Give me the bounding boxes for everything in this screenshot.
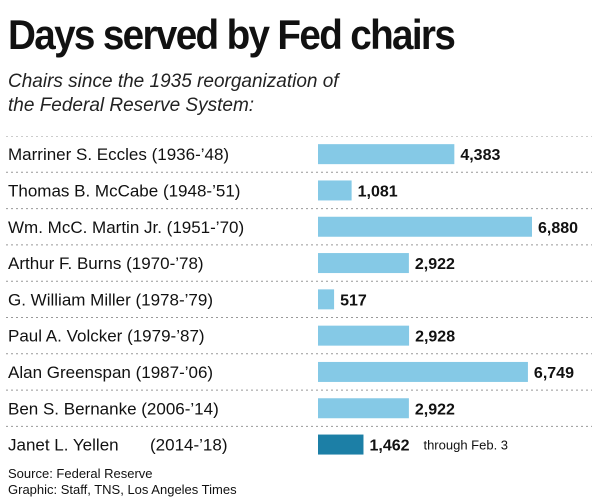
bar [318, 216, 532, 237]
subtitle-line-1: Chairs since the 1935 reorganization of [8, 71, 339, 92]
chart-title: Days served by Fed chairs [8, 11, 456, 58]
value-label: 6,880 [538, 220, 578, 237]
value-label: 2,922 [415, 401, 455, 418]
category-label: Janet L. Yellen [8, 436, 119, 455]
bar [318, 289, 335, 310]
category-label: G. William Miller (1978-’79) [8, 290, 213, 309]
category-label: Thomas B. McCabe (1948-’51) [8, 181, 240, 200]
bar [318, 144, 455, 165]
bar-chart: Marriner S. Eccles (1936-’48) 4,383 Thomas… [6, 136, 592, 455]
value-note: through Feb. 3 [423, 438, 508, 453]
category-label: Marriner S. Eccles (1936-’48) [8, 145, 229, 164]
value-label: 517 [340, 292, 367, 309]
bar [318, 398, 409, 419]
bar [318, 180, 352, 201]
category-date-label: (2014-’18) [150, 436, 228, 455]
category-label: Alan Greenspan (1987-’06) [8, 363, 213, 382]
chart-subtitle: Chairs since the 1935 reorganization of … [8, 70, 448, 118]
bar [318, 253, 409, 274]
source-note: Source: Federal Reserve [8, 466, 153, 481]
category-label: Arthur F. Burns (1970-’78) [8, 254, 204, 273]
category-label: Ben S. Bernanke (2006-’14) [8, 399, 219, 418]
value-label: 1,462 [369, 438, 409, 455]
bar [318, 325, 410, 346]
value-label: 4,383 [460, 147, 500, 164]
bar [318, 361, 528, 382]
bar [318, 434, 364, 455]
credit-note: Graphic: Staff, TNS, Los Angeles Times [8, 482, 237, 497]
value-label: 1,081 [358, 183, 398, 200]
value-label: 6,749 [534, 365, 574, 382]
category-label: Wm. McC. Martin Jr. (1951-’70) [8, 218, 244, 237]
subtitle-line-2: the Federal Reserve System: [8, 95, 255, 116]
value-label: 2,928 [415, 329, 455, 346]
value-label: 2,922 [415, 256, 455, 273]
category-label: Paul A. Volcker (1979-’87) [8, 327, 205, 346]
footer: Source: Federal Reserve Graphic: Staff, … [8, 466, 237, 498]
